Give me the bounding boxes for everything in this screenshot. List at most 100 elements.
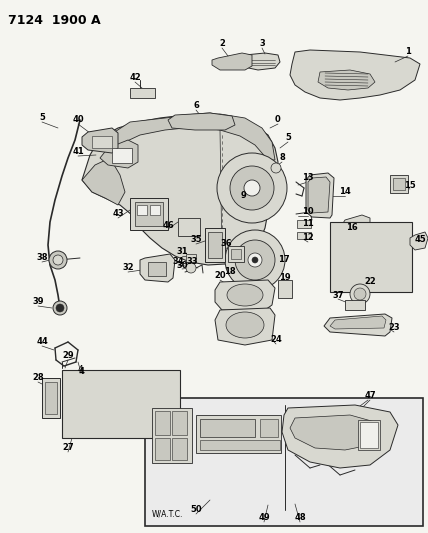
- Circle shape: [49, 251, 67, 269]
- Polygon shape: [215, 308, 275, 345]
- Bar: [42, 378, 60, 418]
- Text: 42: 42: [129, 74, 141, 83]
- Polygon shape: [100, 140, 138, 168]
- Text: 0: 0: [275, 116, 281, 125]
- Bar: [62, 370, 180, 438]
- Text: 29: 29: [62, 351, 74, 360]
- Bar: [150, 205, 160, 215]
- Text: 6: 6: [193, 101, 199, 110]
- Text: 41: 41: [72, 148, 84, 157]
- Bar: [390, 175, 408, 193]
- Text: 17: 17: [278, 255, 290, 264]
- Text: 30: 30: [176, 261, 188, 270]
- Text: 9: 9: [241, 190, 247, 199]
- Text: 22: 22: [364, 278, 376, 287]
- Circle shape: [244, 180, 260, 196]
- Text: 8: 8: [279, 154, 285, 163]
- Bar: [297, 232, 311, 239]
- Text: 49: 49: [258, 513, 270, 522]
- Text: 47: 47: [364, 392, 376, 400]
- Text: 39: 39: [32, 297, 44, 306]
- Bar: [200, 440, 280, 450]
- Polygon shape: [290, 50, 420, 100]
- Bar: [145, 398, 423, 526]
- Ellipse shape: [227, 284, 263, 306]
- Text: 27: 27: [62, 443, 74, 453]
- Text: 4: 4: [79, 367, 85, 376]
- Circle shape: [186, 263, 196, 273]
- Text: 24: 24: [270, 335, 282, 344]
- Circle shape: [271, 163, 281, 173]
- Bar: [155, 411, 170, 435]
- Text: 19: 19: [279, 273, 291, 282]
- Bar: [358, 420, 380, 450]
- Bar: [330, 222, 412, 292]
- Polygon shape: [168, 113, 235, 130]
- Bar: [393, 178, 405, 190]
- Polygon shape: [410, 232, 428, 250]
- Bar: [200, 419, 255, 437]
- Text: 38: 38: [36, 254, 48, 262]
- Text: 43: 43: [112, 209, 124, 219]
- Text: 50: 50: [190, 505, 202, 514]
- Polygon shape: [282, 405, 398, 468]
- Circle shape: [53, 301, 67, 315]
- Text: 34: 34: [172, 256, 184, 265]
- Bar: [186, 254, 196, 262]
- Circle shape: [217, 153, 287, 223]
- Bar: [137, 205, 147, 215]
- Circle shape: [354, 288, 366, 300]
- Text: 3: 3: [259, 39, 265, 49]
- Polygon shape: [105, 114, 275, 160]
- Circle shape: [53, 255, 63, 265]
- Bar: [45, 382, 57, 414]
- Text: 12: 12: [302, 233, 314, 243]
- Bar: [172, 438, 187, 460]
- Polygon shape: [324, 314, 392, 336]
- Text: W/A.T.C.: W/A.T.C.: [152, 510, 183, 519]
- Circle shape: [350, 284, 370, 304]
- Circle shape: [225, 230, 285, 290]
- Bar: [228, 246, 244, 262]
- Text: 40: 40: [72, 116, 84, 125]
- Text: 23: 23: [388, 324, 400, 333]
- Text: 28: 28: [32, 374, 44, 383]
- Bar: [260, 419, 278, 437]
- Text: 18: 18: [224, 268, 236, 277]
- Polygon shape: [290, 415, 378, 450]
- Bar: [196, 415, 281, 453]
- Ellipse shape: [226, 312, 264, 338]
- Text: 2: 2: [219, 39, 225, 49]
- Text: 11: 11: [302, 220, 314, 229]
- Bar: [205, 228, 225, 262]
- Polygon shape: [140, 254, 175, 282]
- Polygon shape: [215, 280, 275, 310]
- Text: 13: 13: [302, 174, 314, 182]
- Bar: [92, 136, 112, 148]
- Text: 15: 15: [404, 181, 416, 190]
- Text: 7124  1900 A: 7124 1900 A: [8, 14, 101, 27]
- Bar: [278, 280, 292, 298]
- Bar: [148, 262, 166, 276]
- Text: 4: 4: [77, 366, 83, 375]
- Polygon shape: [240, 53, 280, 70]
- Bar: [231, 249, 241, 259]
- Text: 35: 35: [190, 236, 202, 245]
- Bar: [155, 438, 170, 460]
- Text: 32: 32: [122, 263, 134, 272]
- Polygon shape: [318, 70, 375, 90]
- Text: 36: 36: [220, 239, 232, 248]
- Bar: [178, 218, 200, 236]
- Text: 31: 31: [176, 247, 188, 256]
- Text: 37: 37: [332, 290, 344, 300]
- Bar: [112, 148, 132, 163]
- Text: 16: 16: [346, 223, 358, 232]
- Text: 33: 33: [186, 257, 198, 266]
- Bar: [135, 202, 163, 226]
- Circle shape: [248, 253, 262, 267]
- Bar: [130, 198, 168, 230]
- Text: 44: 44: [36, 337, 48, 346]
- Bar: [172, 411, 187, 435]
- Polygon shape: [330, 316, 386, 329]
- Polygon shape: [340, 215, 370, 235]
